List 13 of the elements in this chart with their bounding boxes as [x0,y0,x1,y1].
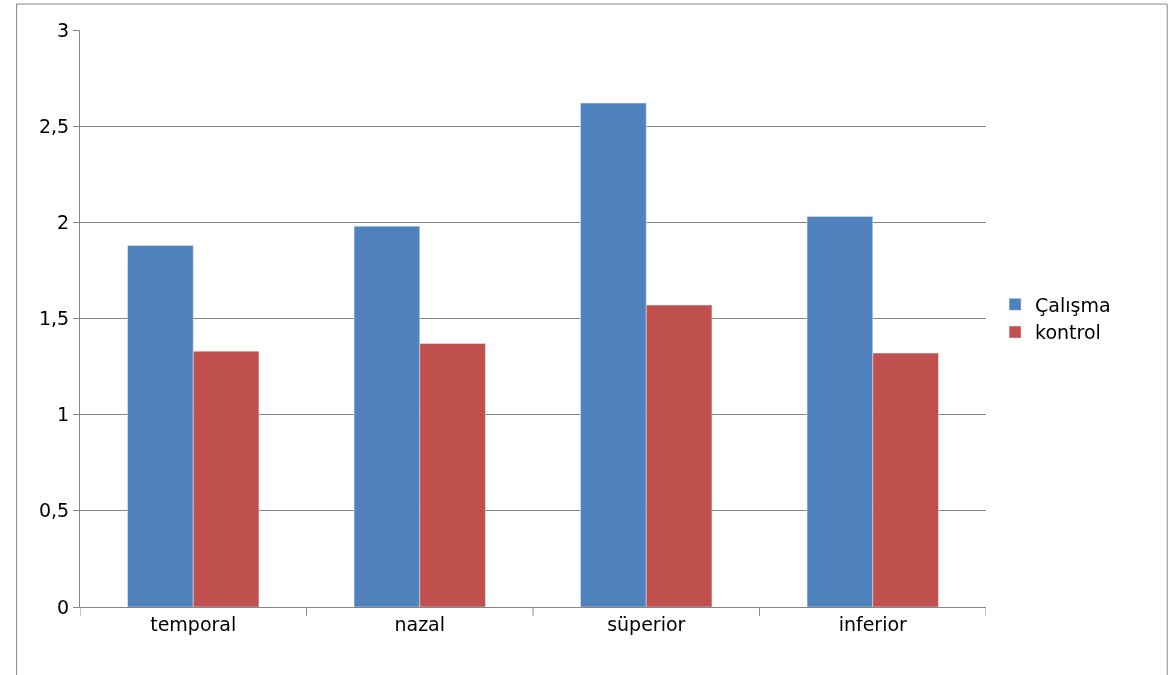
y-tick-label: 0,5 [38,499,70,522]
y-tick-label: 1,5 [38,307,70,330]
y-tick-label: 1 [57,403,70,426]
y-tick-label: 3 [57,18,70,41]
legend-label: kontrol [1035,321,1101,344]
y-tick-label: 2 [57,210,70,233]
y-tick-label: 2,5 [38,114,70,137]
x-tick-label: nazal [394,612,446,635]
x-tick-label: temporal [150,612,237,635]
x-tick-label: süperior [607,612,686,635]
x-tick-label: inferior [838,612,908,635]
y-tick-label: 0 [57,595,70,618]
legend-label: Çalışma [1035,293,1111,316]
